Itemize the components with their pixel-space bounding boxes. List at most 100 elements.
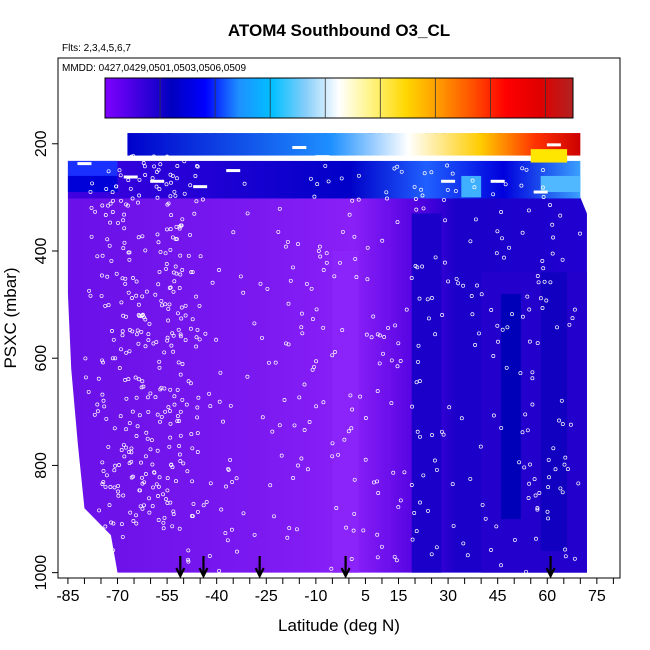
x-tick-label: -25 <box>255 588 278 605</box>
sample-marker <box>270 429 275 434</box>
y-axis: 200 400 600 800 1000 <box>33 130 58 590</box>
sample-marker <box>178 332 183 337</box>
sample-marker <box>224 484 228 489</box>
sample-marker <box>143 344 148 349</box>
sample-marker <box>499 563 503 568</box>
sample-marker <box>520 230 525 235</box>
sample-marker <box>174 479 178 484</box>
sample-marker <box>578 231 582 236</box>
sample-marker <box>527 307 532 312</box>
sample-marker <box>226 466 231 471</box>
sample-marker <box>165 338 170 343</box>
sample-marker <box>102 404 107 409</box>
sample-marker <box>117 366 122 370</box>
heatmap-cell <box>540 175 581 193</box>
sample-marker <box>499 210 504 214</box>
sample-marker <box>124 396 129 401</box>
sample-marker <box>180 217 185 222</box>
sample-marker <box>572 556 577 561</box>
sample-marker <box>167 286 172 290</box>
sample-marker <box>100 253 105 258</box>
heatmap-top-band <box>127 133 581 156</box>
sample-marker <box>386 325 391 330</box>
sample-marker <box>217 399 222 404</box>
sample-marker <box>109 258 114 263</box>
x-tick-label: -85 <box>56 588 79 605</box>
sample-marker <box>402 470 407 475</box>
x-tick-label: -70 <box>106 588 129 605</box>
sample-marker <box>183 303 188 308</box>
sample-marker <box>495 229 500 234</box>
sample-marker <box>177 226 182 231</box>
sample-marker <box>134 279 139 284</box>
sample-marker <box>473 343 478 347</box>
sample-marker <box>177 419 182 423</box>
sample-marker <box>134 395 139 400</box>
sample-marker <box>133 375 138 380</box>
sample-marker <box>186 559 191 564</box>
sample-marker <box>114 184 118 189</box>
sample-marker <box>173 193 178 198</box>
sample-marker <box>141 384 146 389</box>
sample-marker <box>159 298 164 303</box>
sample-marker <box>454 276 459 281</box>
sample-marker <box>365 277 370 282</box>
sample-marker <box>375 332 380 337</box>
sample-marker <box>170 465 175 470</box>
heatmap-cell <box>481 272 587 573</box>
heatmap-cell <box>67 160 118 176</box>
sample-marker <box>258 281 263 286</box>
sample-marker <box>139 385 144 390</box>
sample-marker <box>110 356 115 361</box>
sample-marker <box>190 446 195 451</box>
sample-marker <box>238 274 243 279</box>
sample-marker <box>177 444 182 448</box>
sample-marker <box>544 298 549 303</box>
sample-marker <box>557 418 561 423</box>
sample-marker <box>297 395 302 400</box>
sample-marker <box>151 485 156 490</box>
sample-marker <box>356 173 361 178</box>
sample-marker <box>163 302 168 307</box>
sample-marker <box>502 255 506 260</box>
sample-marker <box>186 548 191 553</box>
x-tick-label: -40 <box>205 588 228 605</box>
sample-marker <box>421 206 426 211</box>
sample-marker <box>170 524 175 529</box>
sample-marker <box>378 333 382 338</box>
sample-marker <box>130 196 135 201</box>
sample-marker <box>193 174 198 178</box>
sample-marker <box>231 230 236 235</box>
sample-marker <box>135 424 140 429</box>
sample-marker <box>310 317 315 322</box>
sample-marker <box>527 339 532 344</box>
sample-marker <box>489 308 494 312</box>
sample-marker <box>117 168 122 173</box>
sample-marker <box>168 227 173 232</box>
sample-marker <box>174 176 179 181</box>
plot-frame <box>57 57 621 579</box>
sample-marker <box>146 409 151 414</box>
sample-marker <box>168 387 173 392</box>
sample-marker <box>178 459 183 464</box>
sample-marker <box>507 245 512 250</box>
sample-marker <box>150 462 155 467</box>
sample-marker <box>142 164 147 169</box>
sample-marker <box>197 303 202 308</box>
chart-title: ATOM4 Southbound O3_CL <box>228 21 450 40</box>
sample-marker <box>175 311 180 316</box>
sample-marker <box>551 446 556 451</box>
sample-marker <box>151 154 156 159</box>
sample-marker <box>166 405 171 410</box>
sample-marker <box>101 480 106 485</box>
sample-marker <box>309 286 314 291</box>
sample-marker <box>125 203 130 208</box>
sample-marker <box>380 238 385 243</box>
sample-marker <box>185 469 190 474</box>
sample-marker <box>296 242 300 247</box>
sample-marker <box>332 274 337 279</box>
sample-marker <box>479 292 484 297</box>
sample-marker <box>150 504 155 509</box>
x-axis: -85 -70 -55 -40 -25 -10 5 15 30 45 60 75 <box>56 578 614 605</box>
sample-marker <box>286 301 291 306</box>
